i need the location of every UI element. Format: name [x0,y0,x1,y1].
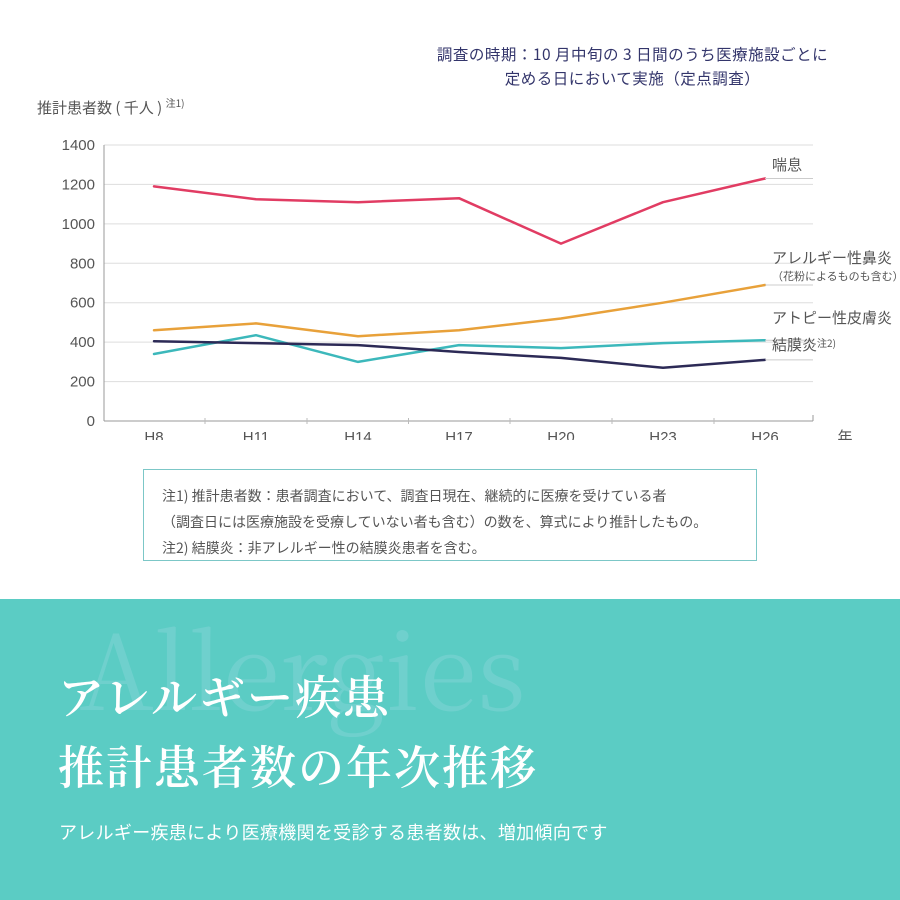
svg-text:H23: H23 [649,429,677,440]
svg-text:H17: H17 [445,429,473,440]
svg-text:400: 400 [70,334,95,351]
svg-text:喘息: 喘息 [772,154,802,175]
svg-text:（花粉によるものも含む）: （花粉によるものも含む） [772,268,900,284]
svg-text:H8: H8 [144,429,163,440]
svg-text:1000: 1000 [62,216,95,233]
svg-text:1400: 1400 [62,140,95,154]
svg-text:アレルギー性鼻炎: アレルギー性鼻炎 [772,247,892,268]
svg-text:年: 年 [837,426,852,440]
svg-text:800: 800 [70,255,95,272]
svg-text:結膜炎注2): 結膜炎注2) [772,334,836,355]
svg-text:200: 200 [70,374,95,391]
svg-text:アトピー性皮膚炎: アトピー性皮膚炎 [772,307,892,328]
svg-text:600: 600 [70,295,95,312]
svg-text:H20: H20 [547,429,575,440]
svg-text:H11: H11 [243,429,269,440]
svg-text:1200: 1200 [62,176,95,193]
svg-text:0: 0 [87,413,95,430]
svg-text:H26: H26 [751,429,779,440]
svg-text:H14: H14 [344,429,372,440]
